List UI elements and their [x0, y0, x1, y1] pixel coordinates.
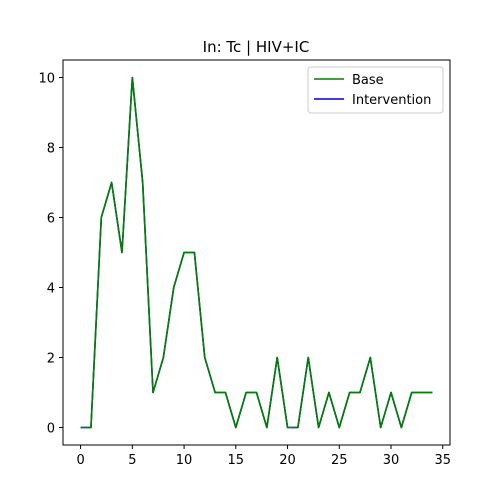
plot-background: [63, 60, 450, 445]
y-tick-label: 4: [47, 282, 55, 297]
y-tick-label: 2: [47, 352, 55, 367]
x-tick-label: 35: [434, 453, 451, 468]
y-tick-label: 6: [47, 212, 55, 227]
series-line-base: [80, 76, 433, 429]
x-tick-label: 15: [228, 453, 245, 468]
x-tick-label: 5: [128, 453, 136, 468]
axes-frame: [62, 59, 451, 446]
x-tick-label: 10: [176, 453, 193, 468]
y-tick-label: 0: [47, 422, 55, 437]
legend-label-intervention: Intervention: [352, 93, 431, 108]
y-tick-label: 10: [38, 72, 55, 87]
x-tick-label: 0: [76, 453, 84, 468]
series-layer: [80, 76, 433, 429]
x-tick-label: 20: [279, 453, 296, 468]
legend: Base Intervention: [307, 66, 444, 114]
y-tick-label: 8: [47, 142, 55, 157]
plot-area: [63, 60, 450, 445]
axes-layer: 0 5 10 15 20 25 30 35 0 2 4 6 8 10: [38, 59, 451, 468]
chart-title: In: Tc | HIV+IC: [203, 38, 310, 56]
legend-label-base: Base: [352, 73, 384, 88]
x-tick-label: 30: [383, 453, 400, 468]
x-tick-label: 25: [331, 453, 348, 468]
